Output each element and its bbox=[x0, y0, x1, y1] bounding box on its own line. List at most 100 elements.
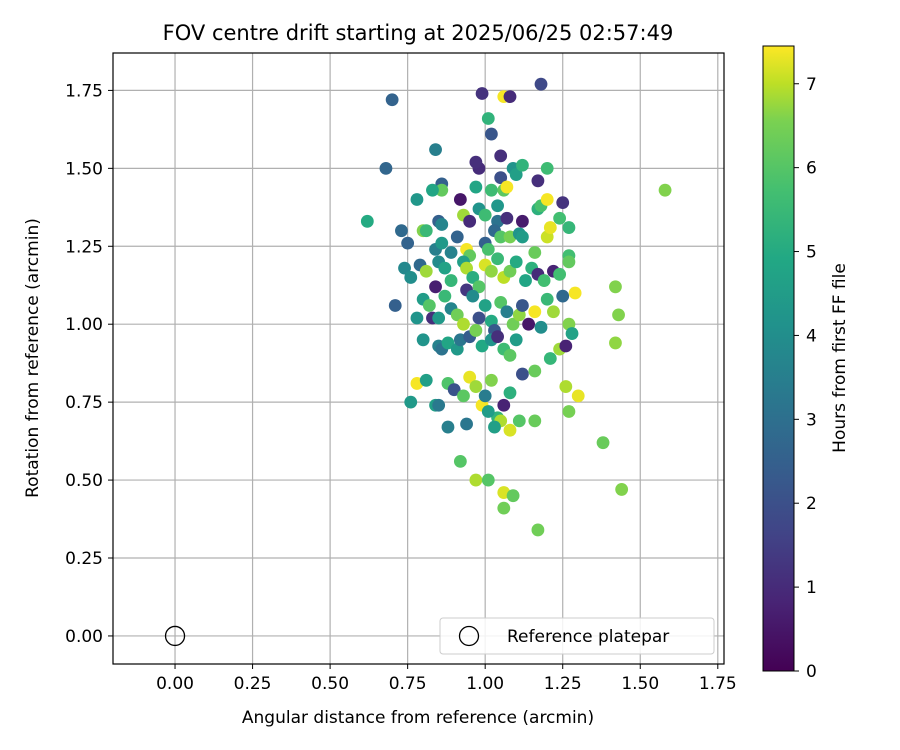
x-tick-label: 1.75 bbox=[699, 674, 737, 694]
grid bbox=[113, 53, 724, 664]
data-point bbox=[484, 127, 498, 141]
data-point bbox=[540, 292, 554, 306]
legend: Reference platepar bbox=[439, 617, 715, 655]
colorbar-label: Hours from first FF file bbox=[830, 263, 850, 453]
data-point bbox=[562, 255, 576, 269]
data-point bbox=[531, 523, 545, 537]
legend-box bbox=[439, 617, 715, 655]
data-point bbox=[481, 112, 495, 125]
data-point bbox=[478, 208, 492, 222]
x-tick-label: 0.00 bbox=[156, 674, 194, 694]
colorbar-tick-label: 2 bbox=[806, 494, 817, 514]
data-point bbox=[478, 389, 492, 403]
data-point bbox=[463, 214, 477, 228]
colorbar-tick-label: 6 bbox=[806, 159, 817, 179]
data-point bbox=[543, 352, 557, 365]
data-point bbox=[426, 183, 439, 197]
x-tick-label: 0.25 bbox=[234, 674, 272, 694]
data-point bbox=[503, 386, 517, 400]
data-point bbox=[512, 414, 526, 428]
data-point bbox=[516, 158, 529, 172]
x-tick-label: 1.50 bbox=[621, 674, 659, 694]
data-point bbox=[469, 324, 483, 337]
colorbar-tick-label: 4 bbox=[806, 326, 817, 346]
data-point bbox=[516, 367, 529, 381]
colorbar-ticks: 0 1 2 3 4 5 6 7 bbox=[794, 75, 817, 682]
data-point bbox=[503, 264, 517, 278]
data-point bbox=[615, 483, 629, 496]
data-point bbox=[429, 280, 442, 294]
data-point bbox=[528, 246, 542, 259]
y-tick-label: 0.75 bbox=[65, 393, 103, 413]
data-point bbox=[553, 267, 567, 281]
data-point bbox=[534, 320, 548, 334]
data-point bbox=[388, 299, 402, 312]
data-point bbox=[609, 280, 622, 294]
data-point bbox=[543, 221, 557, 234]
data-point bbox=[447, 383, 461, 397]
data-point bbox=[460, 261, 473, 275]
data-point bbox=[466, 271, 480, 284]
data-point bbox=[534, 77, 548, 91]
chart-title: FOV centre drift starting at 2025/06/25 … bbox=[163, 21, 674, 45]
data-point bbox=[494, 149, 508, 163]
colorbar-tick-label: 3 bbox=[806, 410, 817, 430]
data-point bbox=[419, 264, 433, 278]
data-point bbox=[497, 398, 511, 412]
y-tick-label: 1.75 bbox=[65, 81, 103, 101]
data-point bbox=[509, 255, 523, 269]
data-point bbox=[494, 295, 508, 309]
data-point bbox=[404, 395, 418, 409]
data-point bbox=[484, 183, 498, 197]
data-point bbox=[553, 211, 567, 225]
data-point bbox=[537, 274, 551, 287]
data-point bbox=[658, 183, 672, 197]
data-point bbox=[506, 489, 520, 503]
data-point bbox=[444, 274, 458, 287]
data-point bbox=[435, 218, 449, 231]
data-point bbox=[506, 317, 520, 331]
y-tick-label: 0.50 bbox=[65, 471, 103, 491]
data-point bbox=[379, 161, 393, 175]
data-point bbox=[469, 473, 483, 487]
data-point bbox=[429, 143, 442, 157]
y-tick-label: 1.25 bbox=[65, 237, 103, 257]
data-point bbox=[503, 348, 517, 362]
data-point bbox=[441, 336, 455, 350]
data-point bbox=[481, 242, 495, 256]
x-tick-label: 0.50 bbox=[311, 674, 349, 694]
data-point bbox=[568, 286, 582, 300]
data-point bbox=[410, 311, 424, 325]
data-point bbox=[398, 261, 411, 275]
data-point bbox=[419, 224, 433, 238]
data-point bbox=[466, 289, 480, 303]
data-point bbox=[500, 180, 514, 194]
data-point bbox=[469, 380, 483, 393]
colorbar-tick-label: 5 bbox=[806, 243, 817, 263]
y-axis-label: Rotation from reference (arcmin) bbox=[23, 218, 43, 498]
data-point bbox=[450, 308, 464, 322]
data-point bbox=[432, 311, 446, 325]
data-point bbox=[562, 221, 576, 234]
data-point bbox=[416, 333, 430, 347]
data-point bbox=[528, 305, 542, 319]
data-point bbox=[469, 155, 483, 169]
data-point bbox=[491, 252, 504, 266]
data-point bbox=[571, 389, 585, 403]
data-point bbox=[438, 261, 452, 275]
data-point bbox=[385, 93, 399, 107]
data-point bbox=[435, 183, 449, 197]
legend-marker-open-circle bbox=[458, 625, 480, 647]
data-point bbox=[453, 193, 467, 206]
x-tick-label: 0.75 bbox=[389, 674, 427, 694]
data-point bbox=[404, 271, 418, 284]
data-point bbox=[360, 214, 374, 228]
data-point bbox=[596, 436, 610, 450]
data-point bbox=[500, 305, 514, 319]
reference-point bbox=[164, 625, 186, 647]
data-point bbox=[540, 161, 554, 175]
data-point bbox=[500, 211, 514, 225]
data-point bbox=[438, 289, 452, 303]
data-point bbox=[457, 317, 470, 331]
